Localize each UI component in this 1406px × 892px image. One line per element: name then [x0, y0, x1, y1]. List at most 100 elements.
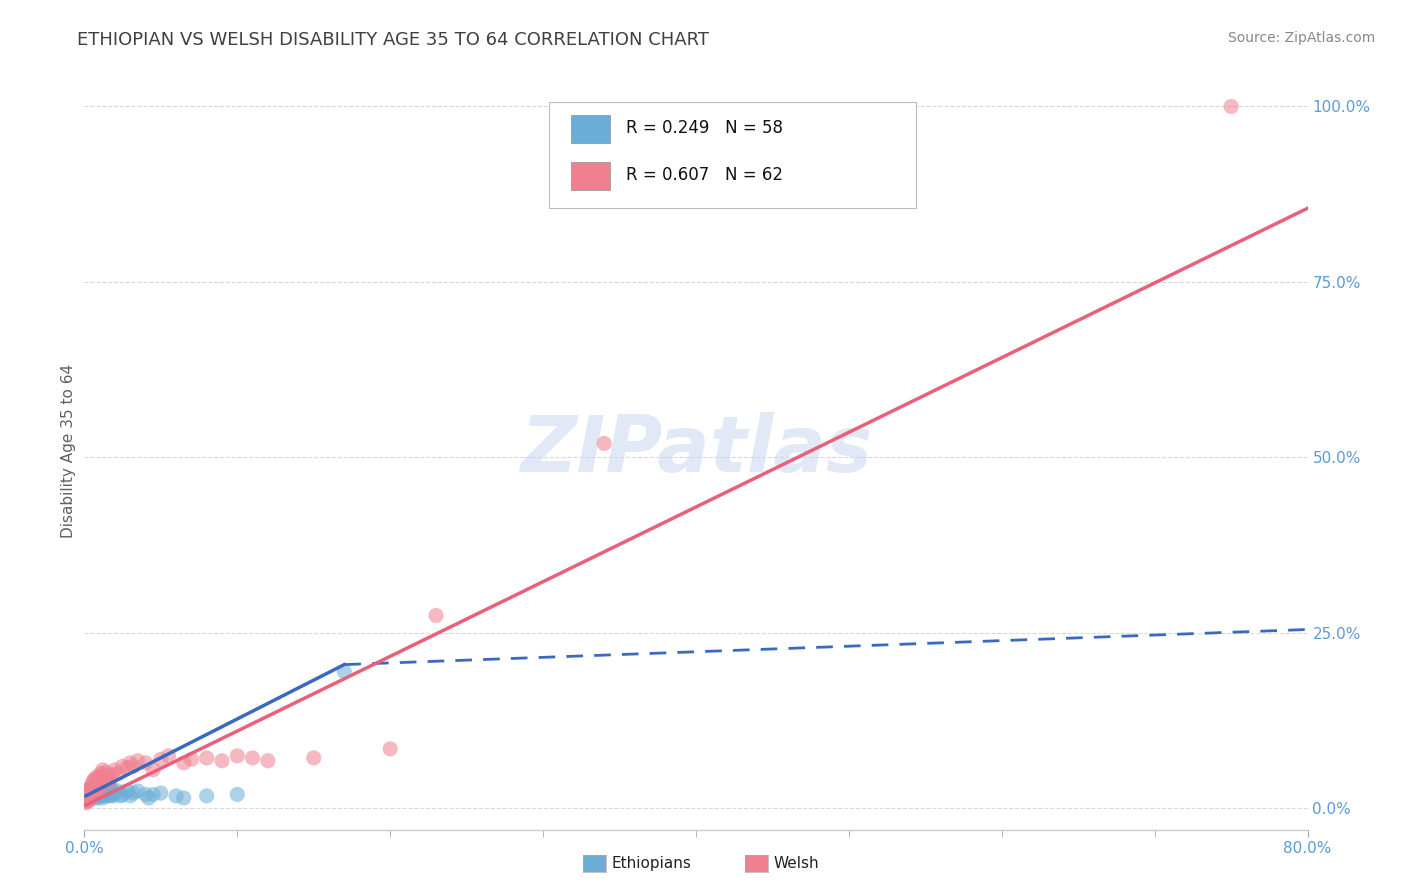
- Point: [83, 789, 105, 803]
- Point: [98, 772, 121, 786]
- Point: [107, 784, 129, 798]
- Point: [91, 763, 114, 777]
- Point: [122, 786, 145, 800]
- Point: [91, 774, 114, 789]
- Point: [96, 789, 118, 803]
- Point: [195, 751, 218, 765]
- Point: [87, 791, 110, 805]
- Text: Welsh: Welsh: [773, 856, 818, 871]
- Point: [89, 770, 111, 784]
- Text: R = 0.607   N = 62: R = 0.607 N = 62: [626, 166, 783, 185]
- Point: [76, 795, 98, 809]
- Point: [86, 777, 108, 791]
- Text: Source: ZipAtlas.com: Source: ZipAtlas.com: [1227, 31, 1375, 45]
- Point: [79, 781, 101, 796]
- Point: [80, 777, 103, 791]
- Point: [173, 791, 195, 805]
- Point: [94, 781, 117, 796]
- Point: [93, 768, 115, 782]
- Point: [83, 788, 105, 802]
- Point: [94, 772, 117, 786]
- Point: [79, 791, 101, 805]
- Point: [173, 756, 195, 770]
- Point: [97, 786, 120, 800]
- Point: [80, 789, 103, 803]
- Point: [75, 789, 97, 803]
- Point: [94, 788, 117, 802]
- Point: [97, 780, 120, 795]
- Point: [111, 788, 134, 802]
- Point: [90, 788, 112, 802]
- Point: [77, 789, 100, 803]
- Point: [76, 788, 98, 802]
- Point: [91, 791, 114, 805]
- Point: [380, 741, 402, 756]
- Y-axis label: Disability Age 35 to 64: Disability Age 35 to 64: [60, 363, 76, 538]
- Point: [86, 784, 108, 798]
- Point: [142, 788, 165, 802]
- Point: [115, 784, 138, 798]
- Point: [86, 770, 108, 784]
- Point: [80, 780, 103, 795]
- Point: [425, 608, 447, 623]
- Point: [138, 791, 160, 805]
- FancyBboxPatch shape: [571, 114, 610, 144]
- Point: [90, 781, 112, 796]
- Point: [84, 772, 107, 786]
- Point: [77, 793, 100, 807]
- Point: [101, 781, 124, 796]
- Point: [77, 784, 100, 798]
- Point: [135, 756, 157, 770]
- Point: [79, 789, 101, 803]
- FancyBboxPatch shape: [571, 161, 610, 190]
- Point: [104, 763, 127, 777]
- Point: [593, 436, 616, 450]
- Point: [101, 788, 124, 802]
- Point: [79, 786, 101, 800]
- Point: [87, 773, 110, 788]
- Point: [226, 748, 249, 763]
- Point: [86, 786, 108, 800]
- Point: [1220, 99, 1243, 113]
- Point: [195, 789, 218, 803]
- Point: [302, 751, 325, 765]
- Point: [90, 777, 112, 791]
- Point: [80, 788, 103, 802]
- Point: [80, 791, 103, 805]
- Point: [93, 786, 115, 800]
- Point: [333, 665, 356, 679]
- Point: [83, 784, 105, 798]
- Point: [77, 793, 100, 807]
- Point: [89, 780, 111, 795]
- Point: [84, 781, 107, 796]
- Point: [107, 766, 129, 780]
- Point: [149, 786, 172, 800]
- Point: [93, 789, 115, 803]
- Point: [180, 752, 202, 766]
- Point: [76, 791, 98, 805]
- Point: [86, 789, 108, 803]
- Text: Ethiopians: Ethiopians: [612, 856, 692, 871]
- Point: [79, 780, 101, 795]
- Point: [84, 788, 107, 802]
- Point: [157, 748, 180, 763]
- Point: [149, 752, 172, 766]
- Point: [135, 788, 157, 802]
- Point: [115, 761, 138, 775]
- Point: [211, 754, 233, 768]
- Point: [165, 789, 187, 803]
- Point: [104, 786, 127, 800]
- Point: [97, 774, 120, 789]
- Text: R = 0.249   N = 58: R = 0.249 N = 58: [626, 120, 783, 137]
- Point: [76, 786, 98, 800]
- Point: [75, 793, 97, 807]
- Point: [77, 788, 100, 802]
- Text: ZIPatlas: ZIPatlas: [520, 412, 872, 489]
- Point: [120, 756, 142, 770]
- Point: [89, 789, 111, 803]
- Point: [83, 773, 105, 788]
- Point: [96, 784, 118, 798]
- Point: [96, 770, 118, 784]
- Point: [127, 754, 149, 768]
- Point: [226, 788, 249, 802]
